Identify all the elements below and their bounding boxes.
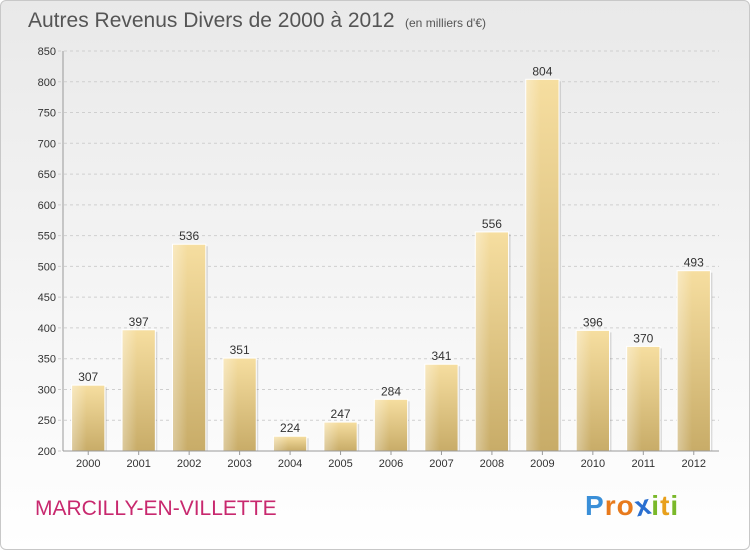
y-tick-label: 300 (38, 384, 56, 396)
bar-highlight (525, 79, 541, 452)
chart-subtitle: (en milliers d'€) (405, 16, 486, 30)
bar-highlight (122, 329, 138, 451)
y-tick-label: 850 (38, 46, 56, 58)
bar-value-label: 370 (633, 331, 653, 345)
commune-name: MARCILLY-EN-VILLETTE (35, 497, 277, 520)
bar-highlight (475, 231, 491, 451)
bar-group[interactable]: 247 (323, 407, 360, 452)
bar-highlight (576, 330, 592, 451)
x-tick-label: 2012 (682, 458, 706, 470)
logo-letter: P (585, 490, 605, 521)
bar-highlight (273, 436, 289, 451)
bar-group[interactable]: 224 (272, 421, 309, 452)
x-tick-label: 2007 (429, 458, 453, 470)
y-tick-label: 450 (38, 292, 56, 304)
x-tick-label: 2009 (530, 458, 554, 470)
y-tick-label: 600 (38, 200, 56, 212)
y-tick-label: 800 (38, 77, 56, 89)
bar-value-label: 247 (331, 407, 351, 421)
bar-value-label: 224 (280, 421, 300, 435)
x-tick-label: 2004 (278, 458, 302, 470)
bar-group[interactable]: 351 (222, 343, 259, 452)
bar-highlight (222, 358, 238, 451)
bar-value-label: 556 (482, 217, 502, 231)
logo-letter: i (651, 490, 661, 521)
y-tick-label: 750 (38, 108, 56, 120)
x-tick-label: 2011 (631, 458, 655, 470)
bar-group[interactable]: 397 (121, 315, 158, 452)
x-tick-label: 2001 (126, 458, 150, 470)
bar-value-label: 804 (532, 64, 552, 78)
x-tick-label: 2003 (227, 458, 251, 470)
bar-highlight (374, 399, 390, 451)
bar-value-label: 493 (684, 256, 704, 270)
x-tick-label: 2005 (328, 458, 352, 470)
bar-value-label: 536 (179, 229, 199, 243)
logo-letter: t (660, 490, 671, 521)
bar-group[interactable]: 370 (626, 331, 662, 452)
logo-letter: r (604, 490, 617, 521)
bar-highlight (677, 270, 693, 451)
chart-title: Autres Revenus Divers de 2000 à 2012 (28, 9, 395, 32)
y-tick-label: 550 (38, 231, 56, 243)
x-tick-label: 2002 (177, 458, 201, 470)
bar-group[interactable]: 536 (172, 229, 208, 452)
bar-group[interactable]: 341 (424, 349, 461, 452)
bar-value-label: 307 (78, 370, 98, 384)
y-tick-label: 250 (38, 415, 56, 427)
bar-group[interactable]: 493 (676, 256, 713, 452)
bars-layer: 307 397 536 351 224 247 284 341 556 804 396 370 493 (71, 64, 713, 452)
y-tick-label: 700 (38, 138, 56, 150)
bar-value-label: 351 (230, 343, 250, 357)
y-tick-label: 350 (38, 354, 56, 366)
y-tick-label: 400 (38, 323, 56, 335)
bar-group[interactable]: 396 (575, 315, 612, 452)
bar-value-label: 396 (583, 315, 603, 329)
proxiti-logo[interactable]: Proxiti (585, 489, 680, 523)
axis-layer: 200 250 300 350 400 450 500 550 600 650 700 750 800 8… (38, 46, 719, 470)
bar-highlight (323, 422, 339, 451)
y-tick-label: 650 (38, 169, 56, 181)
bar-group[interactable]: 556 (474, 217, 511, 452)
logo-letter: o (616, 490, 635, 521)
x-tick-label: 2010 (581, 458, 605, 470)
bar-value-label: 341 (431, 349, 451, 363)
bar-value-label: 397 (129, 315, 149, 329)
bar-highlight (172, 244, 188, 451)
bar-highlight (71, 385, 87, 451)
y-tick-label: 500 (38, 261, 56, 273)
x-tick-label: 2000 (76, 458, 100, 470)
logo-letter: i (670, 490, 680, 521)
y-tick-label: 200 (38, 446, 56, 458)
bar-value-label: 284 (381, 384, 401, 398)
x-tick-label: 2006 (379, 458, 403, 470)
x-tick-label: 2008 (480, 458, 504, 470)
bar-group[interactable]: 307 (71, 370, 107, 452)
bar-highlight (626, 346, 642, 451)
bar-highlight (424, 364, 440, 451)
bar-group[interactable]: 284 (373, 384, 410, 452)
bar-group[interactable]: 804 (525, 64, 562, 452)
title-row: Autres Revenus Divers de 2000 à 2012 (en… (28, 9, 486, 33)
